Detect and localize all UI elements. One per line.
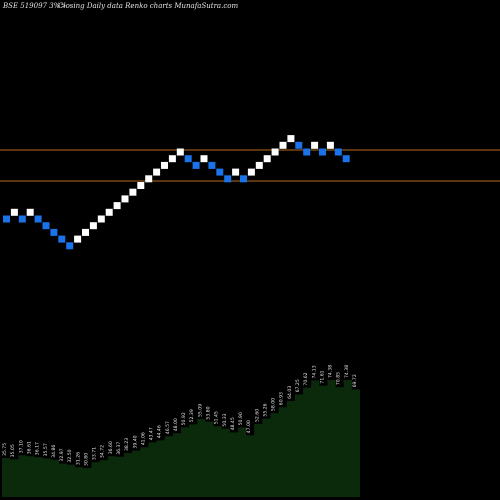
renko-brick	[326, 141, 334, 149]
volume-label: 35.05	[10, 444, 16, 457]
renko-brick	[295, 141, 303, 149]
volume-label: 53.80	[206, 406, 212, 419]
volume-label: 34.86	[51, 445, 57, 458]
renko-brick	[176, 148, 184, 156]
volume-label: 51.45	[214, 411, 220, 424]
renko-brick	[34, 215, 42, 223]
volume-label: 52.60	[254, 409, 260, 422]
renko-brick	[50, 228, 58, 236]
volume-label: 67.25	[295, 379, 301, 392]
volume-label: 38.23	[124, 438, 130, 451]
volume-label: 37.10	[18, 440, 24, 453]
renko-brick	[10, 208, 18, 216]
renko-brick	[3, 215, 10, 223]
renko-brick	[247, 168, 255, 176]
volume-label: 36.61	[27, 441, 33, 454]
chart-caption: Closing Daily data Renko charts MunafaSu…	[58, 2, 238, 10]
volume-label: 46.57	[165, 421, 171, 434]
renko-brick	[311, 141, 319, 149]
renko-brick	[271, 148, 279, 156]
volume-label: 32.97	[59, 448, 65, 461]
renko-brick	[279, 141, 287, 149]
renko-brick	[129, 188, 137, 196]
volume-label: 74.38	[328, 365, 334, 378]
volume-label: 31.26	[75, 452, 81, 465]
chart-symbol: BSE 519097 3%>	[2, 2, 66, 10]
renko-brick	[216, 168, 224, 176]
volume-label: 47.00	[246, 420, 252, 433]
volume-label: 48.45	[230, 417, 236, 430]
renko-brick	[137, 182, 145, 189]
volume-label: 35.57	[43, 443, 49, 456]
renko-brick	[18, 215, 26, 223]
renko-brick	[89, 222, 97, 230]
renko-brick	[26, 208, 34, 216]
renko-brick	[82, 228, 89, 236]
volume-labels: 35.75 35.05 37.10 36.61 36.17 35.57 34.86 32.97…	[2, 365, 358, 466]
volume-label: 32.50	[67, 449, 73, 462]
renko-brick	[200, 155, 208, 163]
volume-label: 35.75	[2, 443, 8, 456]
volume-label: 36.60	[108, 441, 114, 454]
volume-label: 48.00	[173, 418, 179, 431]
volume-label: 50.90	[238, 412, 244, 425]
volume-label: 70.85	[336, 372, 342, 385]
volume-label: 33.71	[92, 447, 98, 460]
renko-brick	[105, 208, 113, 216]
renko-brick	[66, 242, 74, 250]
volume-label: 70.62	[303, 372, 309, 385]
volume-label: 60.93	[279, 392, 285, 405]
renko-brick	[113, 202, 121, 210]
renko-brick	[161, 161, 168, 169]
renko-brick	[232, 168, 240, 176]
volume-area	[2, 380, 360, 497]
volume-label: 69.72	[352, 374, 358, 387]
volume-label: 55.09	[197, 404, 203, 417]
renko-brick	[97, 215, 105, 223]
volume-label: 34.72	[100, 445, 106, 458]
volume-label: 58.00	[271, 398, 277, 411]
renko-brick	[263, 155, 271, 163]
renko-brick	[342, 155, 350, 163]
volume-label: 52.39	[189, 409, 195, 422]
renko-brick	[153, 168, 161, 176]
volume-label: 71.61	[319, 370, 325, 383]
renko-brick	[121, 195, 129, 203]
renko-brick	[42, 222, 50, 230]
volume-label: 30.80	[83, 453, 89, 466]
renko-brick	[319, 148, 326, 156]
renko-brick	[184, 155, 192, 163]
volume-label: 41.06	[140, 432, 146, 445]
volume-label: 39.40	[132, 435, 138, 448]
volume-label: 74.13	[311, 365, 317, 378]
volume-label: 36.37	[116, 442, 122, 455]
renko-brick	[74, 235, 82, 243]
renko-brick	[192, 161, 200, 169]
renko-brick	[255, 161, 263, 169]
volume-label: 50.33	[222, 413, 228, 426]
volume-label: 43.47	[149, 427, 155, 440]
volume-label: 44.46	[157, 425, 163, 438]
renko-brick	[145, 175, 153, 183]
volume-label: 55.26	[262, 403, 268, 416]
renko-brick	[334, 148, 342, 156]
renko-brick	[303, 148, 311, 156]
renko-bricks	[3, 135, 350, 250]
volume-label: 74.38	[344, 365, 350, 378]
renko-brick	[224, 175, 232, 183]
volume-label: 64.03	[287, 386, 293, 399]
volume-label: 50.92	[181, 412, 187, 425]
renko-brick	[58, 235, 66, 243]
volume-label: 36.17	[35, 442, 41, 455]
renko-brick	[168, 155, 176, 163]
renko-brick	[208, 161, 216, 169]
renko-brick	[240, 175, 247, 183]
renko-brick	[287, 135, 295, 143]
